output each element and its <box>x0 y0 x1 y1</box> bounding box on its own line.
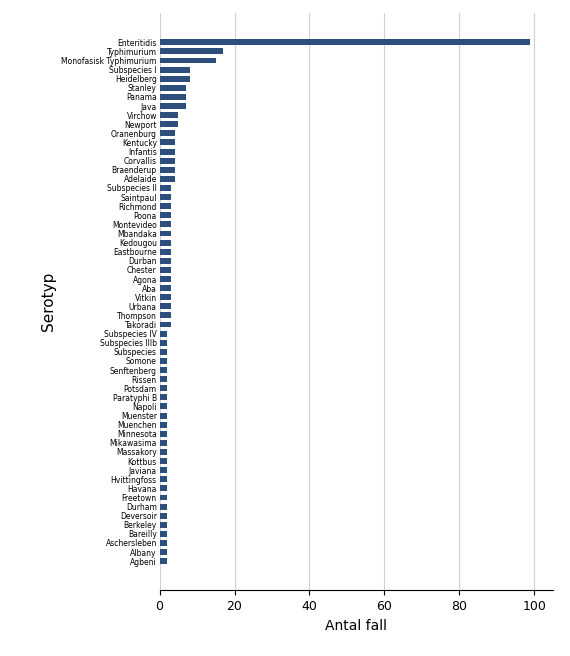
Bar <box>160 504 167 510</box>
Bar <box>160 295 171 300</box>
Bar <box>160 222 171 228</box>
Bar <box>160 449 167 455</box>
Bar <box>160 413 167 419</box>
X-axis label: Antal fall: Antal fall <box>325 619 387 632</box>
Bar <box>160 230 171 236</box>
Bar <box>160 267 171 273</box>
Bar <box>160 513 167 519</box>
Bar <box>160 157 174 163</box>
Bar <box>160 49 223 54</box>
Bar <box>160 522 167 527</box>
Bar <box>160 58 216 64</box>
Bar <box>160 258 171 264</box>
Bar <box>160 458 167 464</box>
Bar <box>160 540 167 546</box>
Bar <box>160 203 171 209</box>
Bar <box>160 194 171 200</box>
Bar <box>160 39 531 45</box>
Bar <box>160 185 171 191</box>
Bar <box>160 285 171 291</box>
Bar <box>160 495 167 501</box>
Bar <box>160 131 174 136</box>
Bar <box>160 303 171 309</box>
Bar <box>160 376 167 382</box>
Bar <box>160 431 167 437</box>
Bar <box>160 176 174 182</box>
Bar <box>160 121 178 127</box>
Bar <box>160 167 174 173</box>
Bar <box>160 321 171 327</box>
Bar <box>160 94 186 100</box>
Y-axis label: Serotyp: Serotyp <box>41 272 56 331</box>
Bar <box>160 367 167 373</box>
Bar <box>160 249 171 255</box>
Bar <box>160 476 167 482</box>
Bar <box>160 312 171 318</box>
Bar <box>160 149 174 155</box>
Bar <box>160 385 167 391</box>
Bar <box>160 485 167 491</box>
Bar <box>160 331 167 337</box>
Bar <box>160 213 171 218</box>
Bar <box>160 239 171 245</box>
Bar <box>160 103 186 109</box>
Bar <box>160 558 167 564</box>
Bar <box>160 531 167 537</box>
Bar <box>160 349 167 355</box>
Bar <box>160 276 171 282</box>
Bar <box>160 112 178 118</box>
Bar <box>160 358 167 364</box>
Bar <box>160 467 167 473</box>
Bar <box>160 422 167 428</box>
Bar <box>160 340 167 346</box>
Bar <box>160 440 167 446</box>
Bar <box>160 76 190 82</box>
Bar <box>160 549 167 555</box>
Bar <box>160 394 167 400</box>
Bar <box>160 67 190 73</box>
Bar <box>160 85 186 91</box>
Bar <box>160 140 174 146</box>
Bar <box>160 403 167 409</box>
